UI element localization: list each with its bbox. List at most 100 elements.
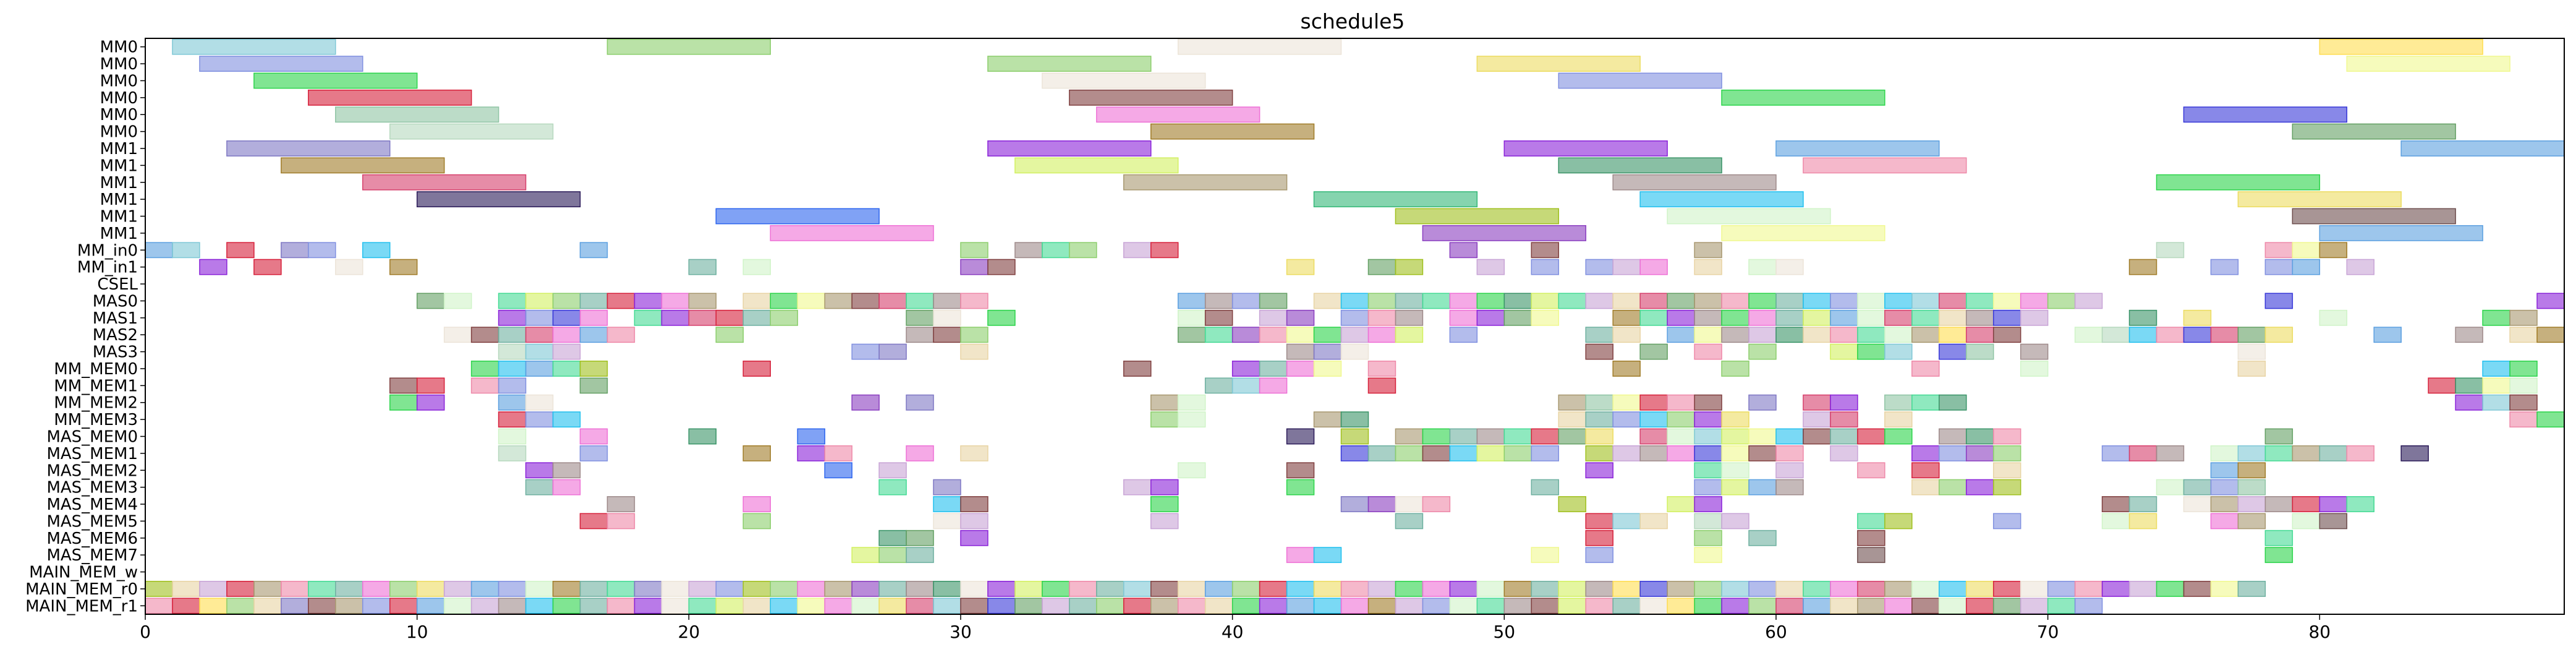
task-bar xyxy=(1639,343,1668,360)
task-bar xyxy=(1803,157,1967,174)
task-bar xyxy=(1884,293,1913,309)
task-bar xyxy=(1367,598,1396,614)
task-bar xyxy=(960,293,988,309)
task-bar xyxy=(1395,309,1424,326)
task-bar xyxy=(1992,598,2021,614)
task-bar xyxy=(1585,513,1613,530)
task-bar xyxy=(2264,547,2293,564)
y-tick-label: MM0 xyxy=(100,55,138,74)
task-bar xyxy=(878,293,907,309)
task-bar xyxy=(715,598,744,614)
task-bar xyxy=(281,580,309,597)
task-bar xyxy=(851,598,880,614)
task-bar xyxy=(2455,327,2483,343)
task-bar xyxy=(1857,462,1885,479)
task-bar xyxy=(552,343,581,360)
task-bar xyxy=(552,309,581,326)
task-bar xyxy=(2183,106,2348,123)
task-bar xyxy=(226,242,255,259)
task-bar xyxy=(579,445,608,461)
task-bar xyxy=(2183,580,2212,597)
task-bar xyxy=(498,394,527,411)
task-bar xyxy=(389,394,418,411)
task-bar xyxy=(1558,496,1586,512)
task-bar xyxy=(2346,496,2374,512)
task-bar xyxy=(1775,598,1804,614)
task-bar xyxy=(1449,580,1478,597)
task-bar xyxy=(2074,598,2103,614)
task-bar xyxy=(1639,445,1668,461)
task-bar xyxy=(1286,547,1315,564)
task-bar xyxy=(1612,293,1641,309)
task-bar xyxy=(1884,513,1913,530)
y-tick-label: MAS_MEM4 xyxy=(46,495,138,514)
task-bar xyxy=(2047,293,2076,309)
y-tick-label: MM_MEM3 xyxy=(54,411,138,429)
task-bar xyxy=(552,411,581,428)
task-bar xyxy=(1558,580,1586,597)
task-bar xyxy=(199,56,363,72)
task-bar xyxy=(960,598,988,614)
task-bar xyxy=(172,242,200,259)
task-bar xyxy=(1395,428,1424,445)
task-bar xyxy=(1721,309,1749,326)
task-bar xyxy=(797,580,825,597)
task-bar xyxy=(1694,513,1722,530)
task-bar xyxy=(2237,327,2266,343)
task-bar xyxy=(1286,309,1315,326)
task-bar xyxy=(2264,530,2293,546)
task-bar xyxy=(1884,428,1913,445)
task-bar xyxy=(525,394,554,411)
task-bar xyxy=(1558,293,1586,309)
x-tick-label: 30 xyxy=(950,622,972,642)
task-bar xyxy=(416,191,581,208)
task-bar xyxy=(1014,598,1043,614)
y-tick-label: MM1 xyxy=(100,225,138,243)
task-bar xyxy=(1830,580,1858,597)
task-bar xyxy=(2210,580,2239,597)
task-bar xyxy=(579,309,608,326)
task-bar xyxy=(172,598,200,614)
task-bar xyxy=(1449,428,1478,445)
task-bar xyxy=(1803,293,1831,309)
task-bar xyxy=(2482,361,2510,377)
task-bar xyxy=(1531,259,1559,275)
task-bar xyxy=(1069,580,1097,597)
task-bar xyxy=(2237,513,2266,530)
task-bar xyxy=(1585,598,1613,614)
task-bar xyxy=(933,293,961,309)
task-bar xyxy=(1721,462,1749,479)
task-bar xyxy=(1992,513,2021,530)
task-bar xyxy=(1531,580,1559,597)
task-bar xyxy=(2020,343,2049,360)
task-bar xyxy=(2264,496,2293,512)
task-bar xyxy=(1395,259,1424,275)
task-bar xyxy=(1911,580,1940,597)
y-tick-label: MM0 xyxy=(100,38,138,57)
task-bar xyxy=(1775,309,1804,326)
task-bar xyxy=(1123,361,1152,377)
task-bar xyxy=(1694,293,1722,309)
task-bar xyxy=(416,377,445,394)
task-bar xyxy=(2264,242,2293,259)
task-bar xyxy=(1177,598,1206,614)
task-bar xyxy=(498,598,527,614)
task-bar xyxy=(1939,309,1967,326)
task-bar xyxy=(1911,293,1940,309)
task-bar xyxy=(1748,309,1777,326)
task-bar xyxy=(1313,327,1342,343)
task-bar xyxy=(715,580,744,597)
task-bar xyxy=(416,293,445,309)
task-bar xyxy=(1177,327,1206,343)
task-bar xyxy=(1313,580,1342,597)
task-bar xyxy=(1367,327,1396,343)
task-bar xyxy=(797,598,825,614)
task-bar xyxy=(2020,598,2049,614)
task-bar xyxy=(1096,598,1124,614)
task-bar xyxy=(1177,411,1206,428)
task-bar xyxy=(1150,598,1179,614)
task-bar xyxy=(1884,309,1913,326)
task-bar xyxy=(1177,580,1206,597)
task-bar xyxy=(606,513,635,530)
task-bar xyxy=(1721,411,1749,428)
